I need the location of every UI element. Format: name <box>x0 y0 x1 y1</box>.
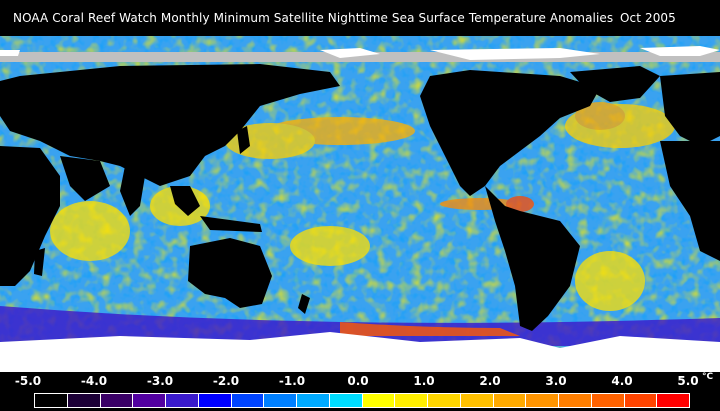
title-text: NOAA Coral Reef Watch Monthly Minimum Sa… <box>13 11 614 25</box>
colorbar-swatch <box>166 394 199 407</box>
colorbar-tick-label: 2.0 <box>479 374 501 388</box>
antarctic-ice <box>0 332 720 372</box>
colorbar-swatch <box>198 394 232 407</box>
colorbar-tick-label: -1.0 <box>278 374 306 388</box>
colorbar-swatch <box>329 394 363 407</box>
title-date: Oct 2005 <box>620 11 676 25</box>
colorbar-swatch <box>133 394 166 407</box>
colorbar-swatch <box>297 394 330 407</box>
colorbar-swatch <box>624 394 658 407</box>
colorbar-tick-label: -2.0 <box>212 374 240 388</box>
colorbar-tick-label: -5.0 <box>14 374 42 388</box>
colorbar-tick-label: 0.0 <box>347 374 369 388</box>
colorbar-swatch <box>264 394 297 407</box>
colorbar-swatch <box>428 394 461 407</box>
colorbar-tick-label: -4.0 <box>80 374 108 388</box>
colorbar-unit: °C <box>702 372 714 382</box>
colorbar-swatch <box>460 394 494 407</box>
colorbar-swatch <box>100 394 134 407</box>
colorbar-swatch <box>657 394 689 407</box>
colorbar-swatch <box>559 394 592 407</box>
colorbar-swatch <box>362 394 396 407</box>
colorbar-tick-label: 4.0 <box>611 374 633 388</box>
colorbar <box>34 393 690 408</box>
colorbar-swatch <box>231 394 265 407</box>
arctic-ice <box>0 46 720 60</box>
colorbar-tick-label: 3.0 <box>545 374 567 388</box>
map-title: NOAA Coral Reef Watch Monthly Minimum Sa… <box>0 0 720 36</box>
colorbar-swatch <box>35 394 68 407</box>
colorbar-swatch <box>591 394 625 407</box>
colorbar-swatch <box>395 394 428 407</box>
sst-anomaly-map <box>0 36 720 372</box>
colorbar-tick-label: -3.0 <box>146 374 174 388</box>
land-masses <box>0 64 720 331</box>
colorbar-tick-label: 1.0 <box>413 374 435 388</box>
colorbar-tick-label: 5.0 <box>677 374 699 388</box>
colorbar-swatch <box>493 394 527 407</box>
colorbar-swatch <box>526 394 559 407</box>
missing-data-arctic <box>0 52 720 62</box>
colorbar-labels: -5.0 -4.0 -3.0 -2.0 -1.0 0.0 1.0 2.0 3.0 4.0 5.0 <box>0 374 720 392</box>
colorbar-swatch <box>67 394 101 407</box>
